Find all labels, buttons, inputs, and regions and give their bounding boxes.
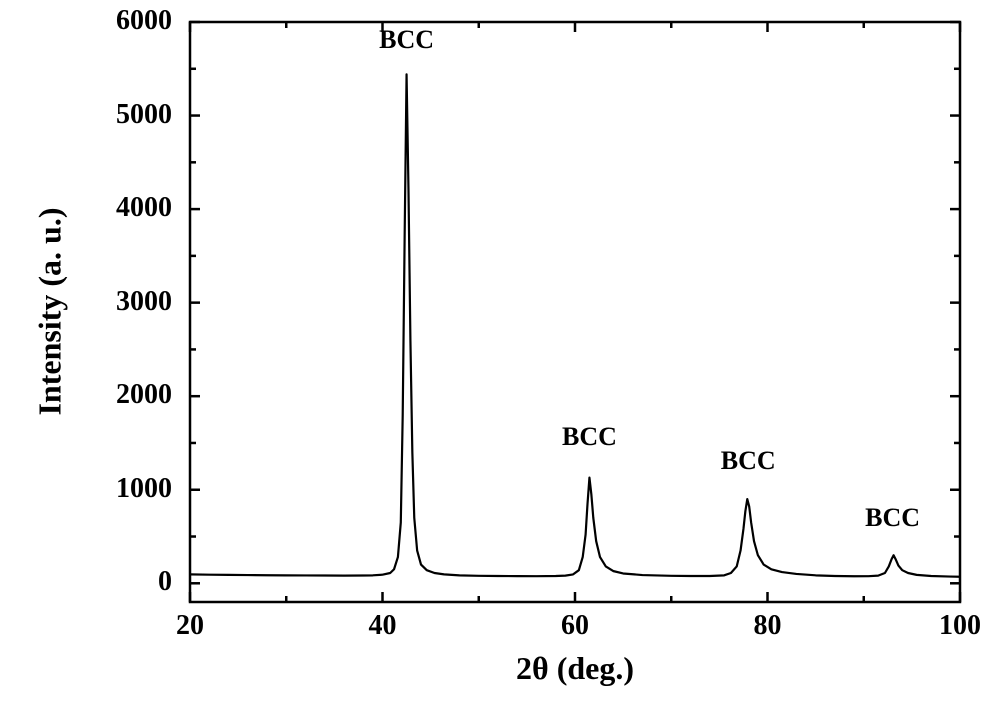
x-tick-label: 20 xyxy=(150,610,230,642)
peak-label: BCC xyxy=(544,422,634,452)
y-tick-label: 4000 xyxy=(0,192,172,224)
x-tick-label: 80 xyxy=(728,610,808,642)
y-tick-label: 0 xyxy=(0,566,172,598)
x-tick-label: 100 xyxy=(920,610,1000,642)
y-axis-label: Intensity (a. u.) xyxy=(32,171,69,451)
peak-label: BCC xyxy=(703,446,793,476)
y-tick-label: 5000 xyxy=(0,99,172,131)
y-tick-label: 1000 xyxy=(0,473,172,505)
peak-label: BCC xyxy=(362,25,452,55)
y-tick-label: 2000 xyxy=(0,379,172,411)
x-axis-label: 2θ (deg.) xyxy=(465,650,685,687)
x-tick-label: 40 xyxy=(343,610,423,642)
x-tick-label: 60 xyxy=(535,610,615,642)
peak-label: BCC xyxy=(848,503,938,533)
xrd-chart: 0 1000 2000 3000 4000 5000 6000 20 40 60 80 100 Inte… xyxy=(0,0,1000,715)
y-tick-label: 6000 xyxy=(0,5,172,37)
y-tick-label: 3000 xyxy=(0,286,172,318)
